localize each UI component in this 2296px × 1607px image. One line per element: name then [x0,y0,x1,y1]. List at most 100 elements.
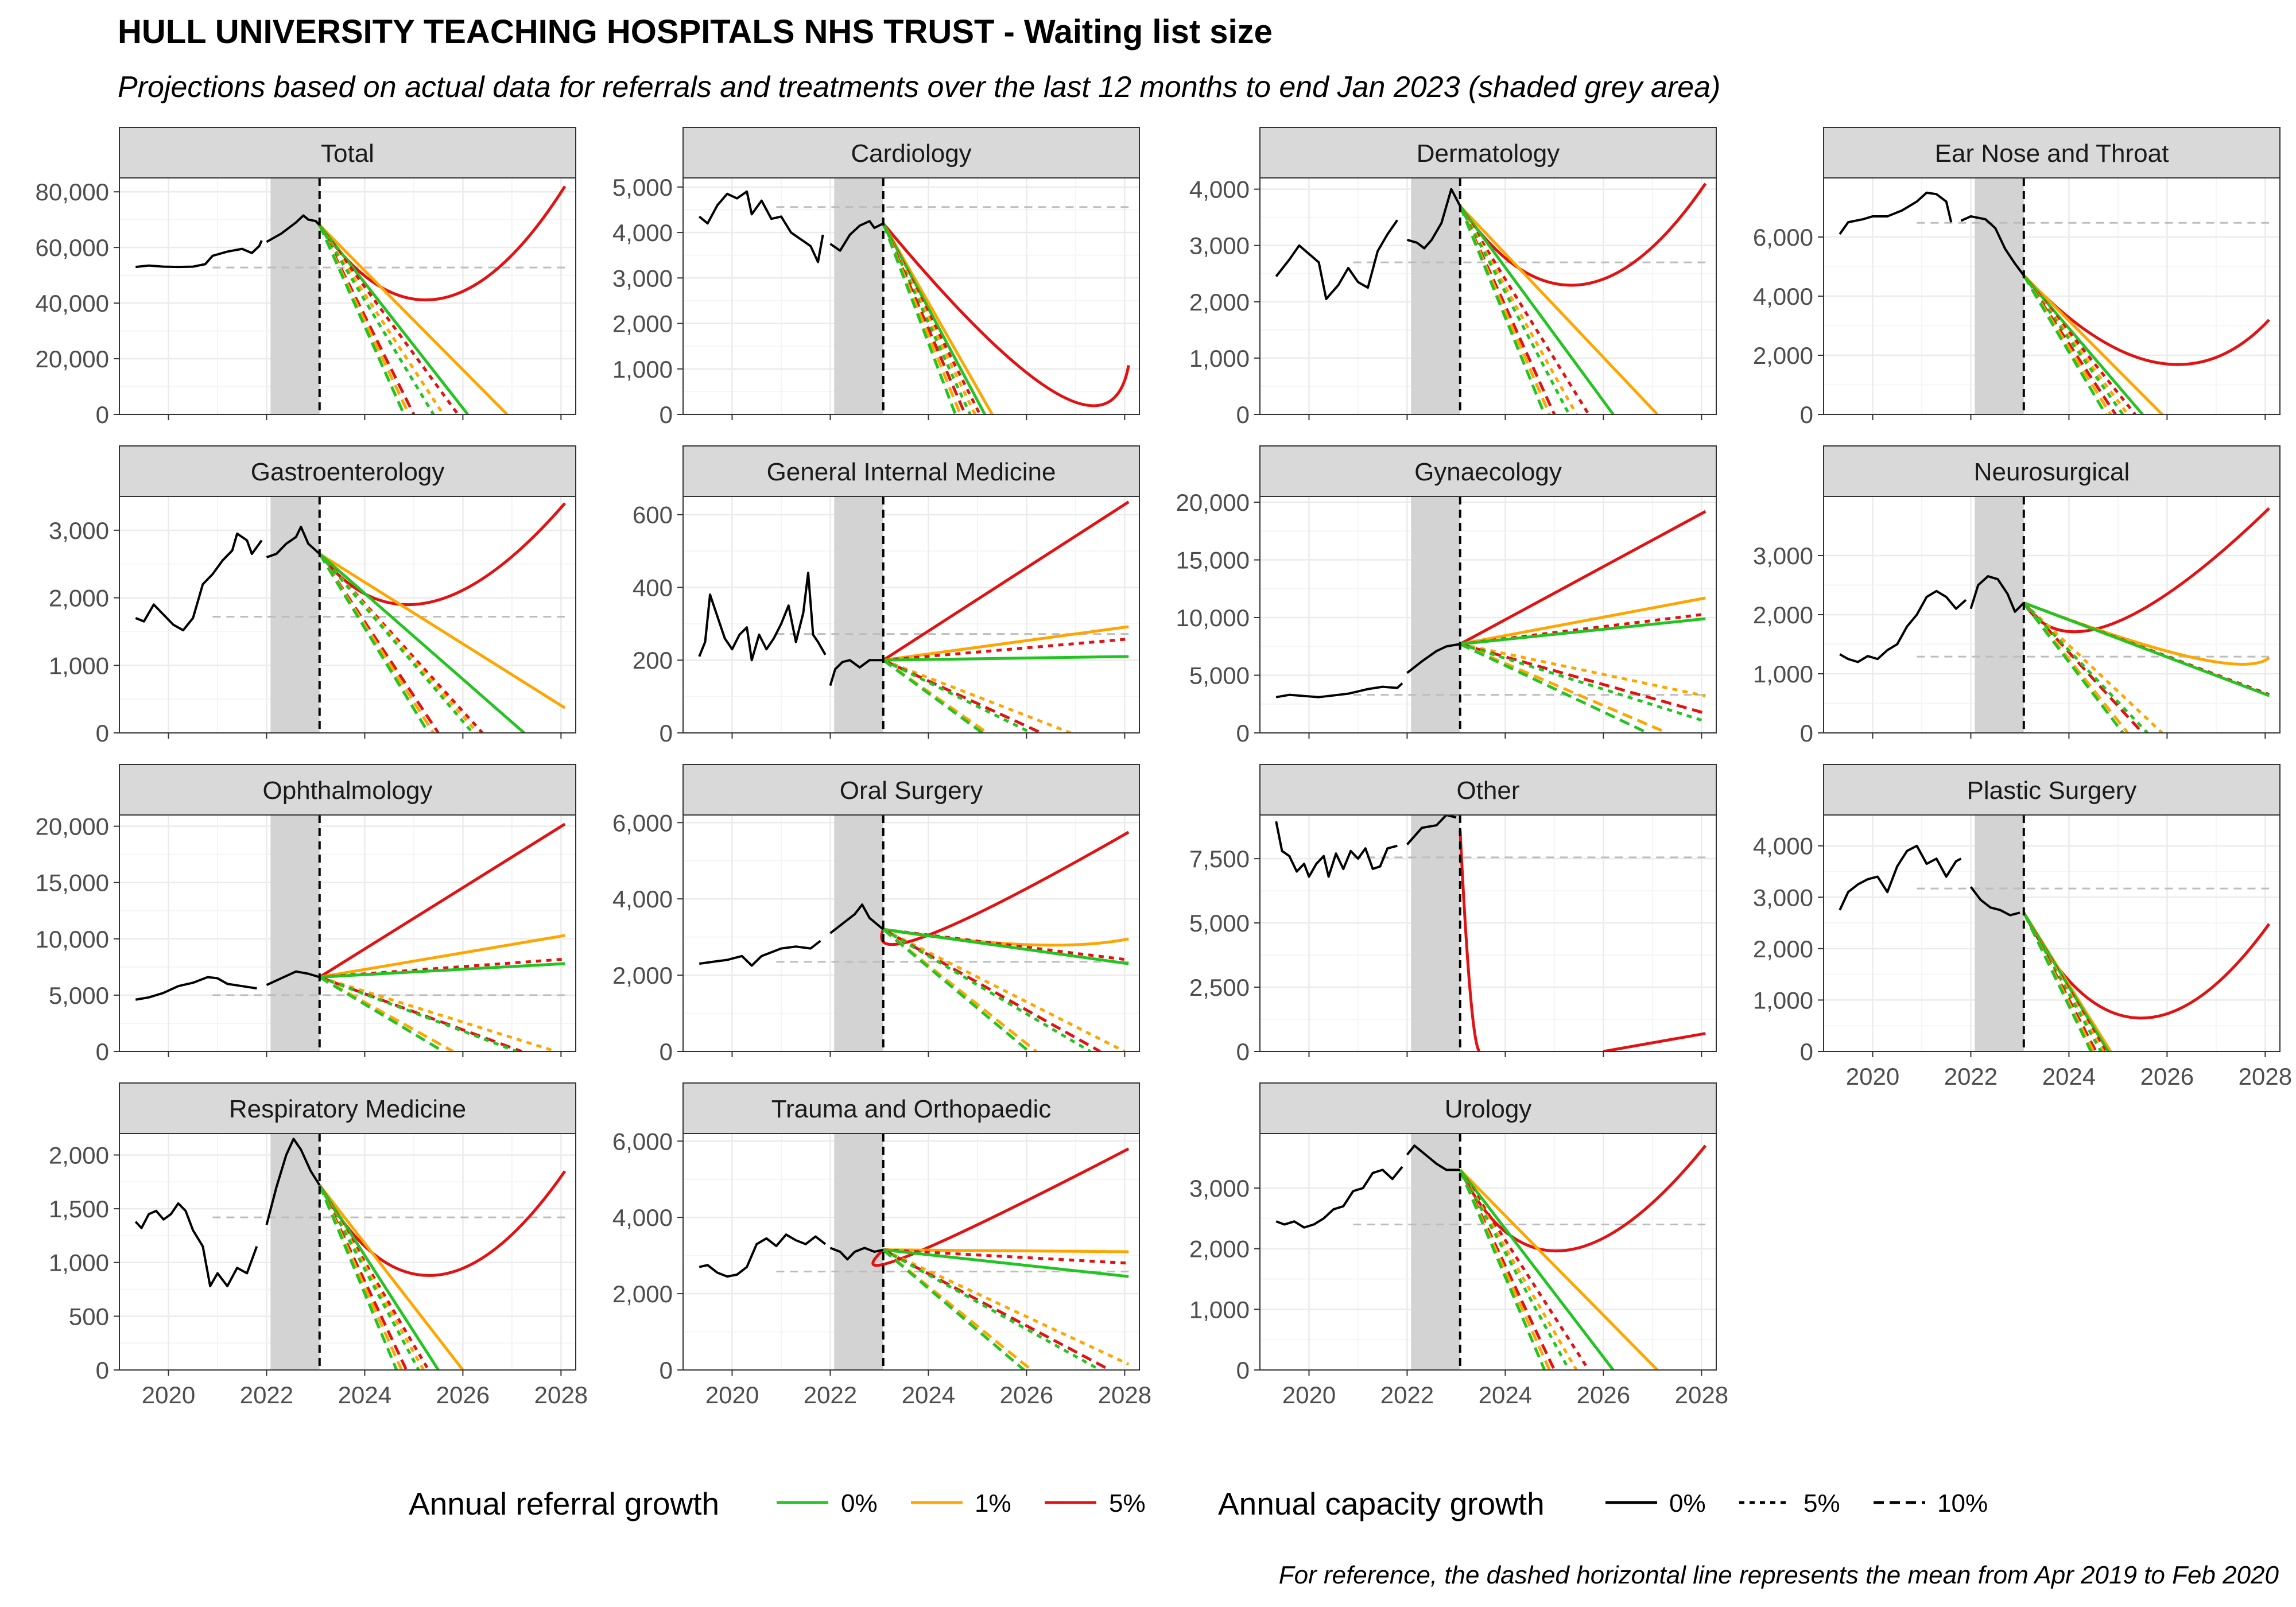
shaded-period [1411,496,1460,733]
projection-line-zero_pct-solid [1459,1169,1615,1370]
x-tick-label: 2024 [1479,1381,1532,1408]
y-tick-label: 2,000 [49,585,109,612]
projection-line-zero_pct-dotted [2022,601,2149,733]
history-line [1406,815,1457,845]
projection-line-five_pct-dotted [2022,911,2107,1051]
projection-line-one_pct-dotted [2022,274,2130,414]
panel-background [119,815,576,1051]
y-tick-label: 2,000 [1189,289,1250,316]
x-tick-label: 2020 [1846,1063,1899,1090]
history-line [1839,589,1967,663]
panel-series [1839,844,2271,1051]
shaded-period [1411,815,1460,1051]
shaded-period [1975,815,2024,1051]
x-tick-label: 2024 [2042,1063,2096,1090]
panel-background [1260,815,1716,1051]
projection-line-five_pct-dashed [2022,274,2117,414]
shaded-period [270,815,320,1051]
facet-title: Plastic Surgery [1967,777,2137,805]
panel-border [1259,496,1717,733]
panel-border [1259,1133,1717,1371]
history-line [829,1247,884,1261]
shaded-period [270,178,320,414]
y-tick-label: 2,000 [612,310,673,337]
projection-line-one_pct-solid [1459,1169,1659,1370]
y-tick-label: 0 [660,1357,673,1384]
panel-border [119,177,576,415]
projection-line-zero_pct-dotted [318,1184,420,1370]
history-line [266,525,321,558]
projection-line-zero_pct-solid [1459,205,1615,414]
x-tick-label: 2022 [1380,1381,1434,1408]
panel-border [682,177,1140,415]
projection-line-zero_pct-dashed [318,553,430,733]
legend-label-referral-2: 5% [1109,1489,1146,1517]
y-tick-label: 0 [660,1038,673,1065]
y-tick-label: 5,000 [49,982,109,1009]
y-tick-label: 0 [96,720,109,747]
history-line [1406,643,1461,674]
facet-title: Respiratory Medicine [229,1095,466,1123]
panel-background [119,496,576,733]
projection-line-one_pct-solid [319,552,566,709]
x-tick-label: 2022 [804,1381,857,1408]
y-tick-label: 3,000 [1189,1175,1250,1202]
facet-title: Urology [1445,1095,1532,1123]
y-tick-label: 5,000 [1189,910,1250,937]
facet-strip [682,127,1140,178]
chart-caption: For reference, the dashed horizontal lin… [1278,1561,2279,1589]
facet-strip [119,1082,576,1134]
projection-line-one_pct-solid [883,625,1129,662]
projection-line-zero_pct-dashed [1459,642,1649,733]
history-line [1839,844,1962,911]
y-tick-label: 10,000 [36,926,109,953]
history-line [265,1138,321,1225]
panel-border [119,814,576,1052]
y-tick-label: 1,000 [49,1249,109,1276]
projection-line-one_pct-solid [1459,205,1659,414]
projection-line-zero_pct-dotted [2022,274,2124,414]
projection-line-one_pct-dotted [882,658,1072,733]
facet-title: Oral Surgery [840,777,983,805]
history-line [135,532,263,632]
projection-line-five_pct-solid [2022,274,2271,366]
y-tick-label: 600 [633,502,673,529]
panel-series [698,500,1130,733]
y-tick-label: 15,000 [36,870,109,896]
y-tick-label: 0 [96,401,109,428]
x-tick-label: 2020 [142,1381,195,1408]
history-line [829,903,885,934]
x-tick-label: 2028 [1098,1381,1151,1408]
projection-line-one_pct-dashed [2022,601,2129,733]
facet-title: Dermatology [1417,139,1560,168]
y-tick-label: 80,000 [36,178,109,205]
panel-series [1275,510,1707,733]
shaded-period [834,178,883,414]
panel-background [683,496,1139,733]
projection-line-five_pct-solid [1459,510,1707,646]
history-line [698,190,824,263]
projection-line-one_pct-solid [318,224,509,414]
shaded-period [1411,1134,1460,1370]
y-tick-label: 2,500 [1189,974,1250,1001]
panel-series [134,1138,567,1370]
facet-title: Other [1456,777,1519,805]
projection-line-one_pct-dotted [882,928,1126,1051]
legend-label-capacity-1: 5% [1804,1489,1840,1517]
facet-strip [1823,127,2281,178]
y-tick-label: 2,000 [1753,601,1813,628]
y-tick-label: 7,500 [1189,845,1250,872]
history-line [1406,1144,1460,1171]
panel-series [1839,507,2270,733]
projection-line-zero_pct-solid [2022,274,2144,414]
history-line [1275,682,1403,698]
projection-line-zero_pct-solid [2023,601,2270,697]
x-tick-label: 2026 [2140,1063,2194,1090]
x-tick-label: 2024 [338,1381,391,1408]
projection-line-five_pct-dashed [882,658,1042,733]
panel-border [119,1133,576,1371]
y-tick-label: 500 [69,1303,109,1330]
facet-panel: Total 0 20,000 40,000 60,000 80,000 [36,127,576,428]
history-line [1275,1166,1403,1229]
